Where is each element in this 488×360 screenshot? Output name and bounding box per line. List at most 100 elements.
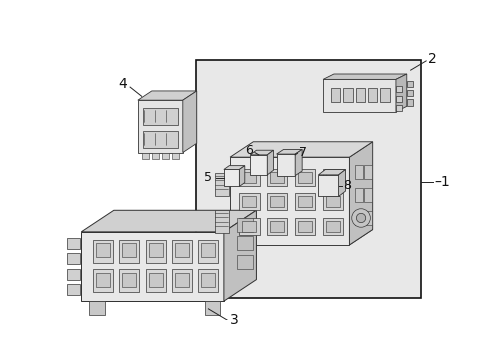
Bar [175,273,189,287]
Bar [67,269,80,280]
Bar [242,221,256,232]
Bar [395,105,401,111]
Polygon shape [224,166,244,170]
Polygon shape [81,210,256,232]
Polygon shape [138,100,183,153]
Bar [267,169,287,186]
Bar [239,218,259,235]
Bar [198,239,218,263]
Bar [323,169,343,186]
Bar [295,169,315,186]
Bar [67,238,80,249]
Polygon shape [250,155,267,175]
Bar [270,197,284,207]
Bar [295,193,315,210]
Bar [267,218,287,235]
Bar [142,153,148,159]
Circle shape [351,209,369,227]
Bar [242,172,256,183]
Polygon shape [138,91,196,100]
Text: 6: 6 [244,144,252,157]
Bar [298,221,311,232]
Bar [325,172,340,183]
Text: 4: 4 [118,77,127,91]
Bar [151,153,159,159]
Bar [204,301,220,315]
Bar [172,239,192,263]
Polygon shape [183,91,196,153]
Bar [122,243,136,257]
Bar [201,273,215,287]
Polygon shape [224,170,239,186]
Polygon shape [239,166,244,186]
Bar [325,221,340,232]
Bar [239,193,259,210]
Polygon shape [295,149,302,176]
Bar [122,273,136,287]
Bar [172,269,192,292]
Bar [214,172,228,195]
Bar [323,193,343,210]
Bar [93,239,113,263]
Polygon shape [81,232,224,301]
Bar [295,218,315,235]
Text: 3: 3 [230,314,238,327]
Bar [354,188,362,202]
Bar [142,108,178,125]
Circle shape [356,213,365,222]
Bar [148,273,163,287]
Bar [195,60,420,298]
Bar [239,169,259,186]
Polygon shape [349,142,372,245]
Bar [145,269,165,292]
Text: –1: –1 [433,175,449,189]
Text: 5: 5 [204,171,212,184]
Polygon shape [338,170,345,197]
Bar [96,273,110,287]
Polygon shape [318,175,338,197]
Bar [395,86,401,93]
Bar [323,218,343,235]
Bar [406,81,412,87]
Bar [67,253,80,264]
Bar [364,211,371,225]
Bar [298,197,311,207]
Bar [119,239,139,263]
Bar [119,269,139,292]
Bar [367,88,377,102]
Polygon shape [230,230,372,245]
Polygon shape [276,154,295,176]
Text: 2: 2 [427,52,436,66]
Bar [237,218,252,232]
Bar [237,255,252,269]
Bar [93,269,113,292]
Bar [201,243,215,257]
Bar [67,284,80,295]
Bar [406,99,412,105]
Bar [162,153,168,159]
Text: 7: 7 [299,146,306,159]
Bar [298,172,311,183]
Bar [242,197,256,207]
Bar [175,243,189,257]
Bar [355,88,364,102]
Bar [354,165,362,179]
Bar [172,153,179,159]
Bar [354,211,362,225]
Bar [89,301,104,315]
Text: 8: 8 [343,179,350,192]
Polygon shape [395,74,406,112]
Polygon shape [318,170,345,175]
Bar [325,197,340,207]
Polygon shape [224,210,256,301]
Bar [267,193,287,210]
Bar [330,88,340,102]
Bar [145,239,165,263]
Bar [380,88,389,102]
Bar [395,95,401,102]
Polygon shape [230,157,349,245]
Polygon shape [250,150,273,155]
Bar [270,221,284,232]
Bar [406,90,412,96]
Bar [214,210,228,233]
